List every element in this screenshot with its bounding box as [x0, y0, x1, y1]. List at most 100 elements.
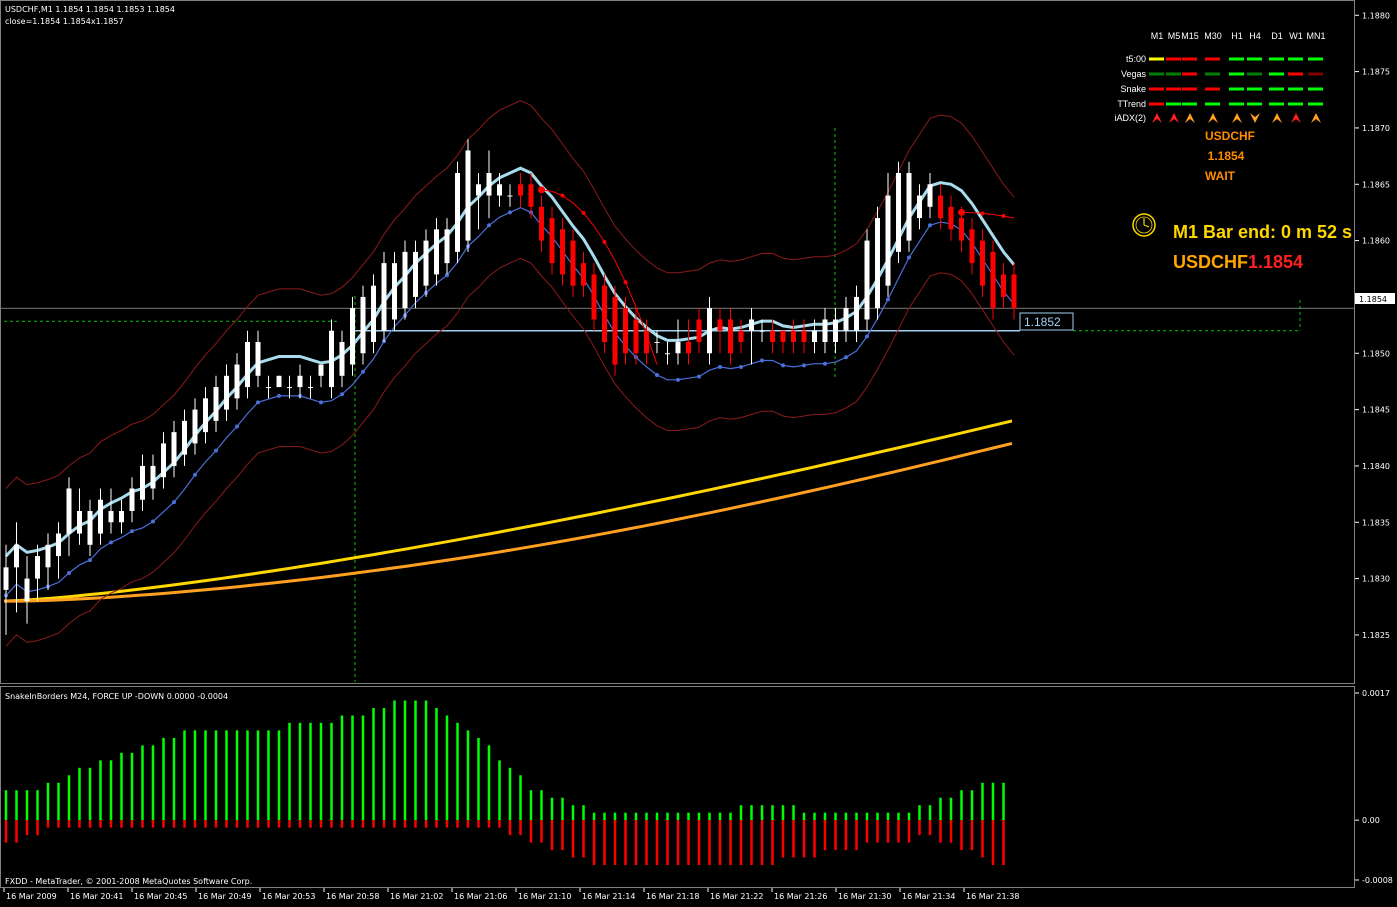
dash-cell [1166, 57, 1181, 61]
ma-blue-dot [718, 364, 722, 369]
candle-bull [465, 150, 471, 241]
sub-chart-frame [0, 686, 1355, 888]
candle-bull [161, 443, 166, 478]
ma-blue-dot [319, 400, 323, 405]
dash-cell [1288, 87, 1303, 91]
candle-bear [801, 330, 807, 342]
timeframe-label: M1 [1151, 31, 1164, 41]
ma-blue-dot [865, 334, 869, 339]
candle-bull [108, 511, 114, 523]
candle-bull [360, 296, 366, 354]
dash-cell [1269, 57, 1284, 61]
time-tick-label: 16 Mar 21:26 [774, 892, 827, 901]
price-tick-label: 1.1850 [1362, 349, 1390, 358]
candle-bull [24, 578, 30, 602]
dash-cell [1205, 72, 1220, 76]
ma-light-line [4, 166, 1016, 558]
candle-bull [192, 409, 198, 444]
ma-blue-dot [361, 369, 365, 374]
time-tick-label: 16 Mar 2009 [6, 892, 57, 901]
candle-bull [507, 195, 513, 197]
candle-bull [402, 251, 408, 309]
price-tick-label: 1.1865 [1362, 180, 1390, 189]
candle-bull [455, 173, 460, 252]
candle-bear [791, 330, 796, 342]
candle-bull [822, 319, 828, 342]
price-label: 1.1854 [1248, 252, 1303, 272]
price-tick-label: 1.1835 [1362, 518, 1390, 527]
candle-bull [392, 263, 397, 320]
dash-price: 1.1854 [1208, 149, 1245, 163]
candle-bear [581, 263, 586, 286]
dash-cell [1269, 72, 1284, 76]
candle-bull [486, 173, 492, 196]
ma-blue-dot [844, 355, 848, 360]
arrow-up-icon [1169, 113, 1179, 123]
candle-bear [780, 330, 786, 342]
dash-cell [1149, 87, 1164, 91]
ma-blue-dot [256, 400, 260, 405]
resistance-dot [602, 239, 607, 244]
ma-blue-dot [67, 570, 71, 575]
candle-bull [906, 173, 912, 241]
candle-bear [518, 184, 523, 196]
candle-bull [182, 420, 187, 455]
price-tick-label: 1.1870 [1362, 124, 1390, 133]
timeframe-label: W1 [1289, 31, 1303, 41]
candle-bull [119, 511, 124, 523]
candle-bull [213, 387, 219, 421]
arrow-up-icon [1208, 113, 1218, 123]
candle-bull [350, 308, 355, 365]
candle-bull [707, 308, 712, 354]
ema-orange-line [4, 441, 1013, 603]
candle-bear [1011, 274, 1017, 309]
candle-bear [528, 184, 534, 207]
trend-dashboard: M1 M5 M15 M30 H1 H4 D1 W1 MN1 t5:00 Vegas Snake TTre… [1114, 31, 1326, 123]
close-header: close=1.1854 1.1854x1.1857 [5, 17, 124, 26]
time-tick-label: 16 Mar 21:14 [582, 892, 635, 901]
candle-bull [423, 240, 429, 286]
price-tick-label: 1.1860 [1362, 237, 1390, 246]
price-tick-label: 1.1825 [1362, 631, 1390, 640]
candle-bull [77, 511, 82, 534]
timeframe-label: H1 [1231, 31, 1243, 41]
dash-cell [1247, 102, 1262, 106]
candle-bull [381, 263, 387, 331]
price-tick-label: 1.1880 [1362, 11, 1390, 20]
time-tick-label: 16 Mar 21:02 [390, 892, 443, 901]
dash-cell [1308, 102, 1323, 106]
ma-blue-line [5, 206, 1015, 596]
candle-bear [612, 296, 618, 365]
arrow-up-icon [1311, 113, 1321, 123]
candle-bear [990, 251, 996, 309]
candle-bull [45, 544, 51, 568]
candle-bull [371, 285, 376, 342]
dash-cell [1288, 72, 1303, 76]
candle-bull [833, 319, 838, 342]
dash-cell [1205, 102, 1220, 106]
dash-cell [1149, 72, 1164, 76]
current-price-tag: 1.1854 [1355, 293, 1395, 304]
candle-bear [633, 319, 639, 354]
candle-bull [224, 375, 229, 410]
resistance-dot [1001, 214, 1006, 219]
candle-bull [476, 184, 481, 196]
candle-bull [14, 544, 19, 568]
ma-blue-dot [445, 273, 449, 278]
resistance-dot [980, 211, 985, 216]
ma-blue-dot [907, 255, 911, 260]
ma-blue-dot [88, 558, 92, 563]
candle-bull [434, 229, 439, 275]
resistance-dot [581, 210, 586, 215]
dash-cell [1182, 57, 1197, 61]
dash-cell [1182, 87, 1197, 91]
candle-bull [339, 342, 345, 376]
candle-bear [938, 195, 943, 219]
candle-bull [885, 195, 891, 286]
candle-bear [728, 319, 733, 354]
candle-bear [686, 342, 691, 354]
timeframe-label: H4 [1249, 31, 1261, 41]
time-tick-label: 16 Mar 21:38 [966, 892, 1019, 901]
ma-blue-dot [676, 377, 680, 382]
